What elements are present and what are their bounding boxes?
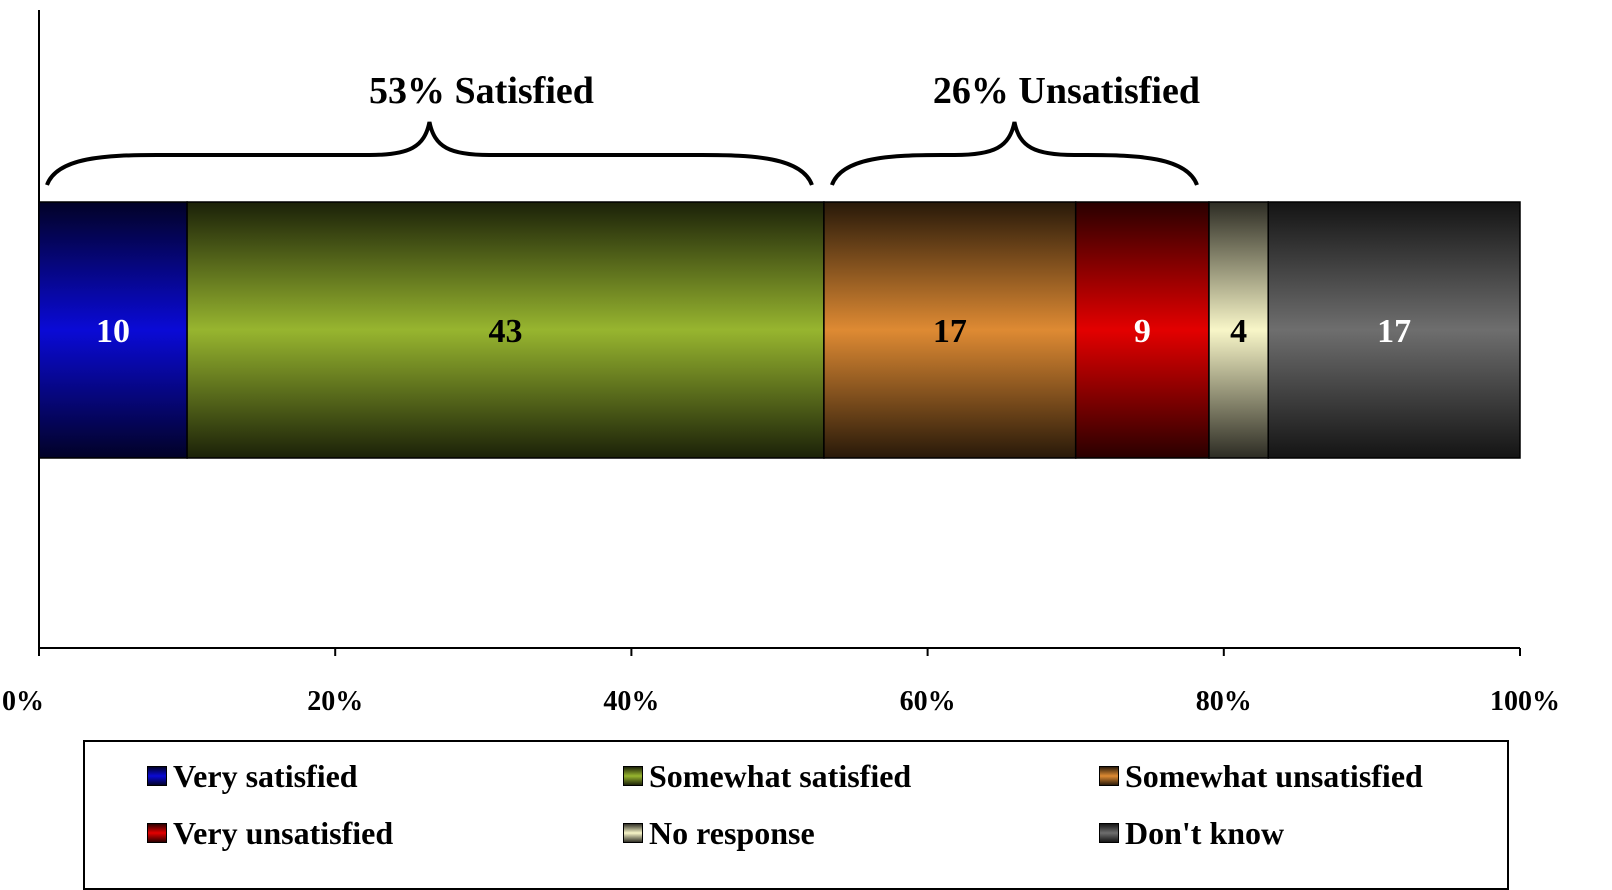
legend-item: Somewhat satisfied — [623, 756, 911, 796]
brace-annotations: 53% Satisfied 26% Unsatisfied — [45, 70, 1200, 186]
legend-swatch — [1099, 766, 1119, 786]
bar-segment — [823, 201, 1077, 459]
legend-item: Very satisfied — [147, 756, 358, 796]
brace-label: 26% Unsatisfied — [933, 70, 1200, 112]
legend-item: No response — [623, 813, 815, 853]
x-tick-label: 20% — [307, 686, 363, 717]
legend-swatch — [623, 766, 643, 786]
bar-segment — [186, 201, 825, 459]
legend-label: Very unsatisfied — [173, 814, 394, 851]
bar-segment — [38, 201, 188, 459]
legend-label: Very satisfied — [173, 757, 358, 794]
bar-segments: 10 43 17 9 4 17 — [38, 201, 1521, 459]
legend-swatch — [623, 823, 643, 843]
stacked-bar-chart: 0% 20% 40% 60% 80% 100% 10 43 17 9 4 17 53% Satisf… — [2, 10, 1560, 717]
bar-data-label: 4 — [1230, 313, 1247, 350]
legend-label: Somewhat satisfied — [649, 757, 912, 794]
chart-legend: Very satisfied Somewhat satisfied Somewhat… — [83, 740, 1509, 890]
bar-data-label: 17 — [933, 313, 967, 350]
x-tick-label: 0% — [2, 686, 44, 717]
bar-segment — [1074, 201, 1210, 459]
legend-item: Don't know — [1099, 813, 1284, 853]
legend-label: Don't know — [1125, 814, 1285, 851]
legend-item: Somewhat unsatisfied — [1099, 756, 1423, 796]
brace-label: 53% Satisfied — [369, 70, 594, 112]
x-tick-label: 60% — [900, 686, 956, 717]
chart-axes: 0% 20% 40% 60% 80% 100% — [2, 10, 1560, 717]
curly-brace — [45, 121, 814, 186]
bar-data-label: 17 — [1377, 313, 1411, 350]
bar-data-label: 43 — [489, 313, 523, 350]
legend-label: No response — [649, 814, 815, 851]
legend-swatch — [147, 823, 167, 843]
bar-data-label: 9 — [1134, 313, 1151, 350]
x-tick-label: 40% — [603, 686, 659, 717]
bar-segment — [1267, 201, 1521, 459]
legend-swatch — [1099, 823, 1119, 843]
x-tick-label: 80% — [1196, 686, 1252, 717]
legend-swatch — [147, 766, 167, 786]
curly-brace — [830, 121, 1199, 186]
legend-item: Very unsatisfied — [147, 813, 393, 853]
x-tick-label: 100% — [1490, 686, 1560, 717]
bar-data-label: 10 — [96, 313, 130, 350]
legend-label: Somewhat unsatisfied — [1125, 757, 1423, 794]
